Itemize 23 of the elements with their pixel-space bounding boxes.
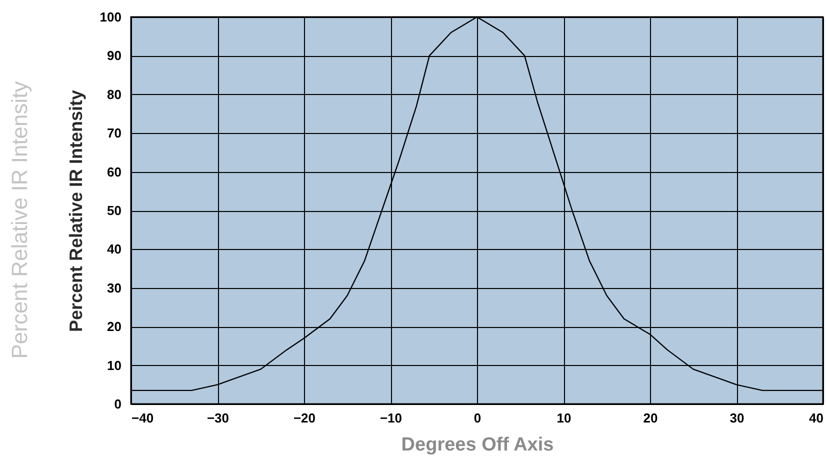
y-tick-label: 20: [107, 319, 122, 334]
y-tick-label: 30: [107, 280, 122, 296]
y-tick-label: 70: [107, 126, 122, 141]
y-tick-label: 80: [107, 86, 122, 102]
y-tick-label: 60: [107, 164, 122, 180]
y-tick-label: 0: [114, 396, 122, 412]
y-tick-label: 10: [107, 358, 122, 373]
x-tick-label: 40: [809, 410, 824, 426]
x-tick-label: −10: [380, 410, 402, 426]
x-axis-title: Degrees Off Axis: [401, 434, 554, 456]
x-tick-label: −20: [293, 410, 316, 426]
x-tick-label: 0: [474, 410, 482, 426]
y-tick-label: 50: [107, 203, 122, 218]
x-tick-label: 30: [730, 410, 744, 426]
text: Percent Relative IR Intensity: [7, 81, 33, 359]
x-tick-label: 20: [643, 410, 658, 426]
y-axis-title: Percent Relative IR Intensity: [66, 90, 86, 332]
y-tick-label: 40: [107, 242, 122, 257]
x-tick-label: 10: [556, 410, 572, 426]
y-tick-label: 90: [107, 48, 122, 64]
x-tick-label: −40: [132, 410, 154, 426]
x-tick-label: −30: [206, 410, 230, 426]
y-tick-label: 100: [100, 10, 122, 24]
